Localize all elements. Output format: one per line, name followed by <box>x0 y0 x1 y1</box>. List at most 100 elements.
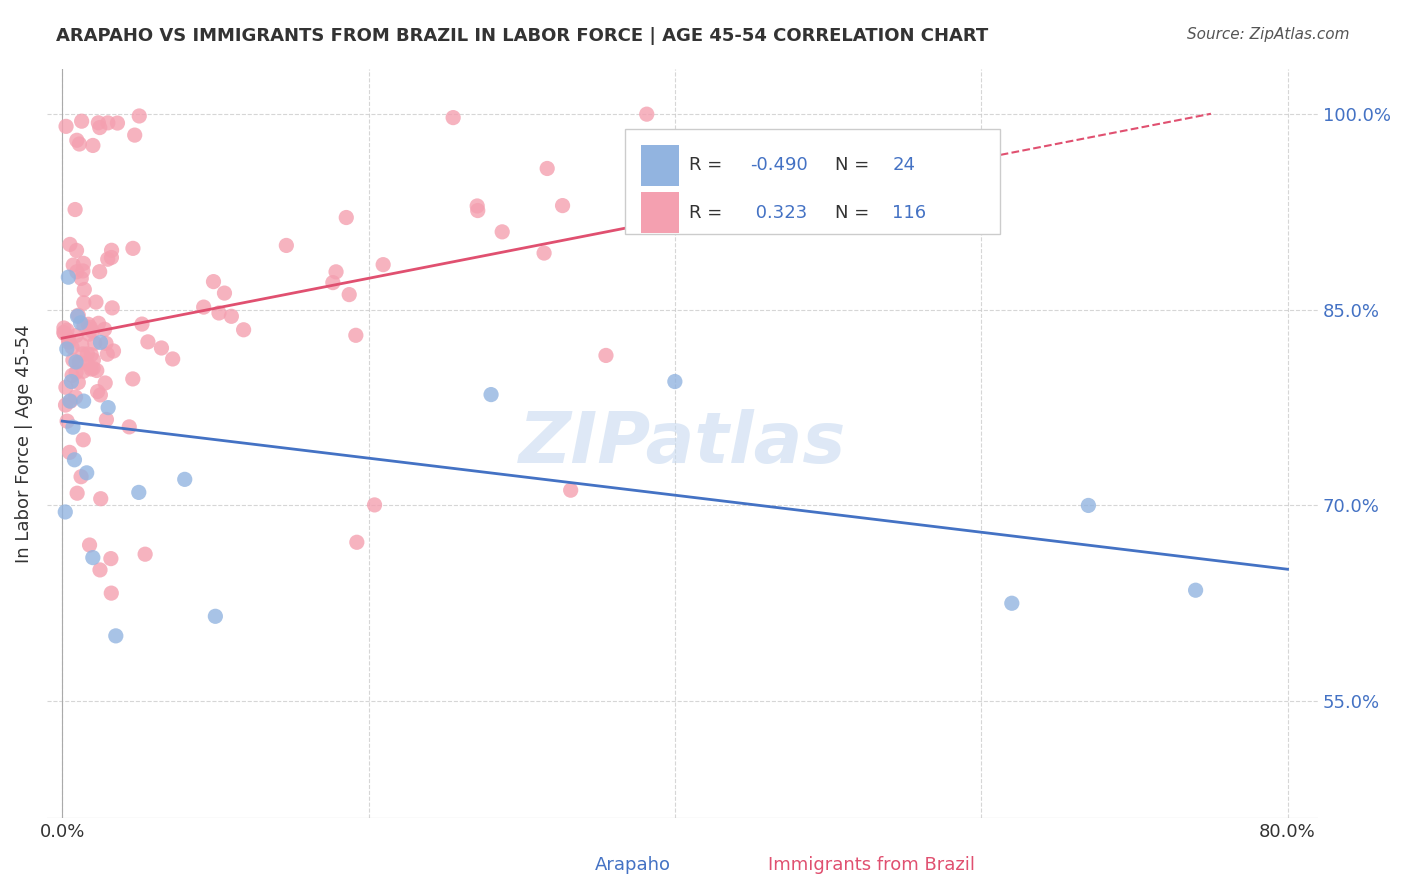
Immigrants from Brazil <box>67 355 90 369</box>
Arapaho <box>69 316 91 330</box>
Immigrants from Brazil <box>232 323 254 337</box>
Immigrants from Brazil <box>536 161 558 176</box>
Arapaho <box>53 505 76 519</box>
Immigrants from Brazil <box>221 310 243 324</box>
Immigrants from Brazil <box>276 238 298 252</box>
Immigrants from Brazil <box>465 199 488 213</box>
Immigrants from Brazil <box>59 237 82 252</box>
Immigrants from Brazil <box>80 348 103 362</box>
Immigrants from Brazil <box>202 275 225 289</box>
Immigrants from Brazil <box>118 420 141 434</box>
Arapaho <box>1184 583 1206 598</box>
Arapaho <box>1077 499 1099 513</box>
Arapaho <box>89 335 111 350</box>
Text: -0.490: -0.490 <box>749 156 807 174</box>
Arapaho <box>97 401 120 415</box>
FancyBboxPatch shape <box>641 192 679 233</box>
Immigrants from Brazil <box>55 120 77 134</box>
Arapaho <box>62 420 84 434</box>
Immigrants from Brazil <box>55 380 77 394</box>
Arapaho <box>104 629 127 643</box>
Immigrants from Brazil <box>100 586 122 600</box>
Y-axis label: In Labor Force | Age 45-54: In Labor Force | Age 45-54 <box>15 324 32 563</box>
Arapaho <box>63 452 86 467</box>
Immigrants from Brazil <box>97 252 120 267</box>
Immigrants from Brazil <box>58 335 80 350</box>
Immigrants from Brazil <box>89 120 111 135</box>
Immigrants from Brazil <box>72 433 94 447</box>
Text: Source: ZipAtlas.com: Source: ZipAtlas.com <box>1187 27 1350 42</box>
Immigrants from Brazil <box>77 318 100 332</box>
Immigrants from Brazil <box>337 287 360 301</box>
Immigrants from Brazil <box>96 412 118 426</box>
Immigrants from Brazil <box>647 169 669 184</box>
Text: ARAPAHO VS IMMIGRANTS FROM BRAZIL IN LABOR FORCE | AGE 45-54 CORRELATION CHART: ARAPAHO VS IMMIGRANTS FROM BRAZIL IN LAB… <box>56 27 988 45</box>
Immigrants from Brazil <box>67 136 90 151</box>
Immigrants from Brazil <box>87 316 110 330</box>
Immigrants from Brazil <box>58 445 80 459</box>
Immigrants from Brazil <box>63 202 86 217</box>
Arapaho <box>204 609 226 624</box>
Immigrants from Brazil <box>363 498 385 512</box>
Immigrants from Brazil <box>491 225 513 239</box>
Immigrants from Brazil <box>55 398 77 412</box>
Arapaho <box>173 472 195 486</box>
Immigrants from Brazil <box>70 469 93 483</box>
Immigrants from Brazil <box>66 133 89 147</box>
Immigrants from Brazil <box>62 353 84 368</box>
Immigrants from Brazil <box>214 286 236 301</box>
Immigrants from Brazil <box>76 357 98 371</box>
Immigrants from Brazil <box>136 334 159 349</box>
Immigrants from Brazil <box>83 336 105 351</box>
Immigrants from Brazil <box>82 361 104 376</box>
Immigrants from Brazil <box>737 144 759 158</box>
Text: N =: N = <box>835 203 875 221</box>
Immigrants from Brazil <box>52 326 75 340</box>
Immigrants from Brazil <box>89 388 111 402</box>
Arapaho <box>65 355 87 369</box>
Immigrants from Brazil <box>70 114 93 128</box>
Text: N =: N = <box>835 156 875 174</box>
Immigrants from Brazil <box>66 265 89 279</box>
Immigrants from Brazil <box>551 198 574 212</box>
Immigrants from Brazil <box>79 538 101 552</box>
Immigrants from Brazil <box>93 322 115 336</box>
Arapaho <box>82 550 104 565</box>
Text: ZIPatlas: ZIPatlas <box>519 409 846 478</box>
Arapaho <box>479 387 502 401</box>
Immigrants from Brazil <box>96 347 118 361</box>
Immigrants from Brazil <box>70 337 93 351</box>
Immigrants from Brazil <box>79 320 101 334</box>
Immigrants from Brazil <box>533 246 555 260</box>
Immigrants from Brazil <box>373 258 395 272</box>
Immigrants from Brazil <box>73 283 96 297</box>
Immigrants from Brazil <box>80 362 103 376</box>
Immigrants from Brazil <box>100 244 122 258</box>
Immigrants from Brazil <box>87 116 110 130</box>
Arapaho <box>128 485 150 500</box>
Immigrants from Brazil <box>150 341 173 355</box>
Immigrants from Brazil <box>322 276 344 290</box>
Immigrants from Brazil <box>67 376 90 390</box>
Text: R =: R = <box>689 156 728 174</box>
Immigrants from Brazil <box>65 390 87 404</box>
FancyBboxPatch shape <box>626 128 1000 234</box>
Immigrants from Brazil <box>441 111 464 125</box>
Immigrants from Brazil <box>82 324 104 338</box>
Arapaho <box>76 466 98 480</box>
Immigrants from Brazil <box>89 265 111 279</box>
Immigrants from Brazil <box>58 333 80 347</box>
Immigrants from Brazil <box>94 376 117 390</box>
Immigrants from Brazil <box>89 563 111 577</box>
Immigrants from Brazil <box>59 394 82 409</box>
Immigrants from Brazil <box>70 271 93 285</box>
Immigrants from Brazil <box>65 366 87 380</box>
Immigrants from Brazil <box>162 351 184 366</box>
Immigrants from Brazil <box>193 300 215 314</box>
Immigrants from Brazil <box>124 128 146 142</box>
Immigrants from Brazil <box>65 328 87 343</box>
Immigrants from Brazil <box>94 336 117 351</box>
Immigrants from Brazil <box>100 251 122 265</box>
Immigrants from Brazil <box>66 486 89 500</box>
Immigrants from Brazil <box>101 301 124 315</box>
